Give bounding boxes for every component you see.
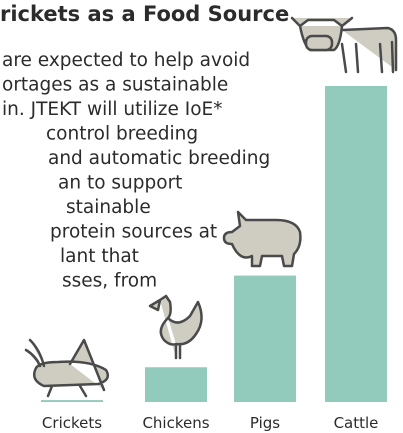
- body-line: are expected to help avoid: [2, 50, 250, 71]
- bar: [41, 400, 103, 402]
- bar: [325, 86, 387, 402]
- body-line: lant that: [60, 246, 139, 267]
- body-line: and automatic breeding: [48, 148, 270, 169]
- body-line: stainable: [66, 197, 151, 218]
- bar: [145, 367, 207, 402]
- cricket-icon: [26, 340, 108, 396]
- body-line: an to support: [58, 173, 182, 194]
- x-label: Chickens: [142, 414, 209, 432]
- body-line: control breeding: [46, 124, 198, 145]
- body-line: ortages as a sustainable: [2, 75, 228, 96]
- cattle-icon: [292, 18, 396, 72]
- chicken-icon: [150, 296, 202, 358]
- x-label: Pigs: [250, 414, 280, 432]
- body-line: sses, from: [62, 271, 157, 292]
- infographic: rickets as a Food Source are expected to…: [0, 0, 403, 433]
- bar: [234, 276, 296, 402]
- x-label: Crickets: [42, 414, 102, 432]
- title: rickets as a Food Source: [0, 2, 289, 26]
- x-label: Cattle: [334, 414, 379, 432]
- pig-icon: [224, 212, 300, 266]
- body-line: in. JTEKT will utilize IoE*: [2, 99, 222, 120]
- body-line: protein sources at: [50, 222, 217, 243]
